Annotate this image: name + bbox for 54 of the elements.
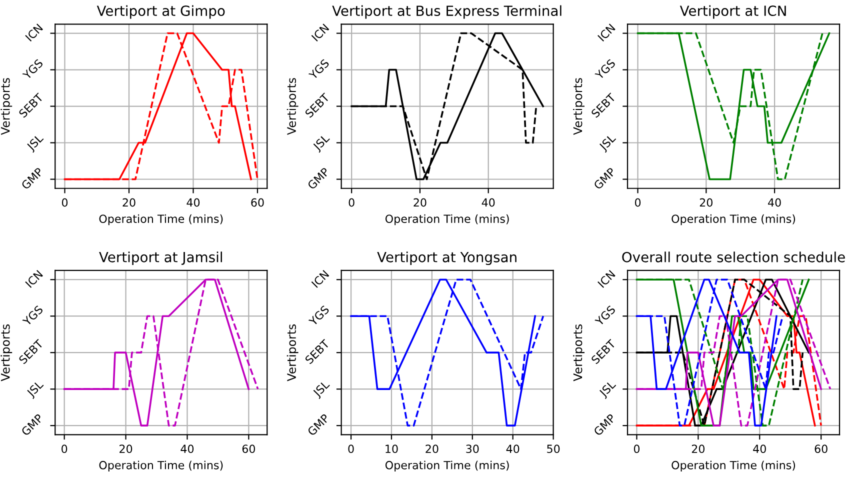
chart-title: Vertiport at Jamsil (99, 252, 222, 266)
x-tick-label: 60 (251, 198, 264, 207)
category-label: JSL (312, 133, 330, 153)
x-tick-label: 0 (348, 444, 354, 454)
x-tick-label: 0 (634, 444, 640, 454)
y-axis-title: Vertiports (0, 78, 12, 135)
x-tick-label: 40 (180, 444, 194, 454)
category-label: ICN (598, 270, 616, 288)
chart-title: Vertiport at ICN (680, 5, 786, 19)
category-label: JSL (598, 133, 616, 153)
y-axis-title: Vertiports (286, 324, 298, 382)
x-tick-label: 40 (753, 444, 766, 454)
category-label: ICN (311, 270, 330, 288)
x-tick-label: 60 (814, 444, 828, 454)
x-tick-label: 30 (466, 444, 479, 454)
category-label: ICN (311, 24, 330, 42)
x-axis-title: Operation Time (mins) (672, 460, 796, 472)
category-label: ICN (25, 270, 43, 288)
x-axis-title: Operation Time (mins) (99, 460, 223, 472)
x-tick-label: 60 (242, 444, 256, 454)
category-label: JSL (312, 380, 330, 400)
y-axis-title: Vertiports (573, 78, 584, 135)
y-axis-title: Vertiports (573, 324, 584, 382)
x-tick-label: 20 (414, 198, 426, 207)
x-tick-label: 20 (700, 198, 712, 207)
x-axis-title: Operation Time (mins) (99, 214, 223, 226)
chart-title: Vertiport at Gimpo (96, 5, 225, 19)
x-tick-label: 0 (634, 198, 641, 207)
x-tick-label: 40 (482, 198, 495, 207)
x-tick-label: 0 (62, 198, 68, 207)
y-axis-title: Vertiports (286, 78, 298, 135)
x-tick-label: 20 (426, 444, 438, 454)
x-tick-label: 40 (186, 198, 200, 207)
x-tick-label: 0 (348, 198, 354, 207)
category-label: JSL (26, 380, 44, 400)
category-label: JSL (26, 133, 44, 153)
x-tick-label: 20 (122, 198, 136, 207)
x-tick-label: 50 (547, 444, 560, 454)
x-tick-label: 0 (62, 444, 68, 454)
chart-title: Vertiport at Yongsan (377, 252, 516, 266)
chart-title: Vertiport at Bus Express Terminal (332, 5, 562, 19)
chart-title: Overall route selection schedule (622, 252, 845, 262)
x-axis-title: Operation Time (mins) (385, 214, 509, 226)
x-axis-title: Operation Time (mins) (672, 214, 796, 226)
x-axis-title: Operation Time (mins) (385, 460, 509, 472)
x-tick-label: 20 (692, 444, 705, 454)
category-label: JSL (598, 380, 616, 400)
x-tick-label: 40 (506, 444, 520, 454)
x-tick-label: 10 (386, 444, 398, 454)
y-axis-title: Vertiports (0, 324, 12, 382)
x-tick-label: 20 (120, 444, 132, 454)
category-label: ICN (25, 24, 43, 42)
category-label: ICN (598, 24, 616, 42)
x-tick-label: 40 (768, 198, 781, 207)
